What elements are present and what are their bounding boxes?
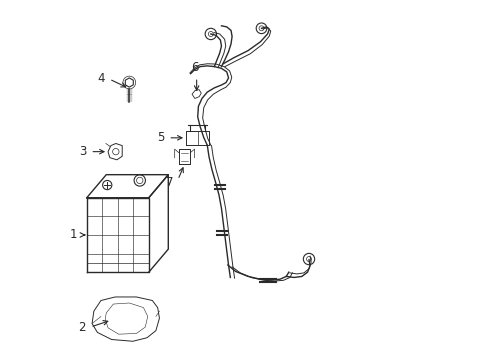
Text: 4: 4 (97, 72, 104, 85)
Text: 1: 1 (70, 229, 77, 242)
Text: 7: 7 (166, 176, 173, 189)
Text: 2: 2 (79, 321, 86, 334)
Text: 5: 5 (156, 131, 163, 144)
Text: 3: 3 (79, 145, 86, 158)
Text: 6: 6 (191, 61, 198, 74)
